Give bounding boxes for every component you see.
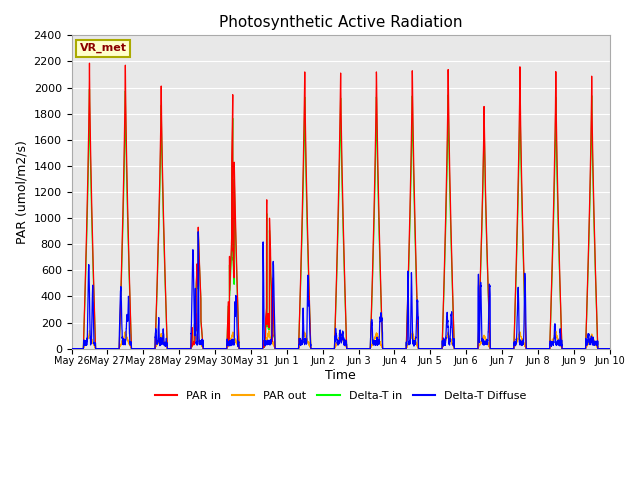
Y-axis label: PAR (umol/m2/s): PAR (umol/m2/s) [15, 140, 28, 244]
Text: VR_met: VR_met [79, 43, 127, 53]
X-axis label: Time: Time [325, 369, 356, 382]
Legend: PAR in, PAR out, Delta-T in, Delta-T Diffuse: PAR in, PAR out, Delta-T in, Delta-T Dif… [150, 387, 531, 406]
Title: Photosynthetic Active Radiation: Photosynthetic Active Radiation [219, 15, 462, 30]
